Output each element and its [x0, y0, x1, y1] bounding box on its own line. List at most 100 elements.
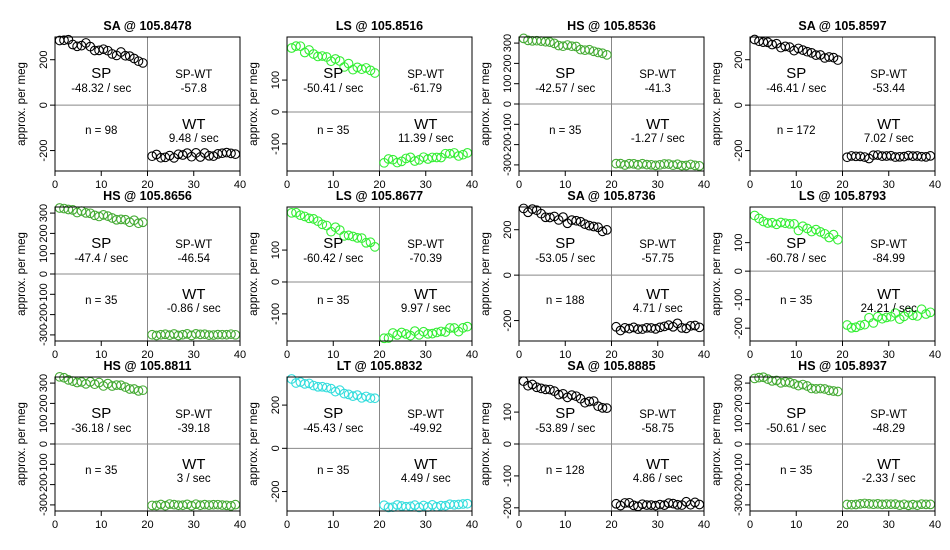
sp-point — [370, 241, 380, 252]
spwt-label: SP-WT — [870, 69, 907, 81]
y-tick-label: 300 — [733, 374, 745, 392]
sp-point — [330, 386, 341, 397]
sp-point — [527, 204, 538, 214]
x-tick-label: 40 — [234, 349, 246, 361]
wt-label: WT — [414, 286, 437, 303]
wt-point — [868, 318, 879, 328]
y-tick-label: -100 — [733, 453, 745, 475]
wt-rate: 4.86 / sec — [633, 473, 683, 485]
x-tick-label: 20 — [605, 349, 617, 361]
sp-label: SP — [555, 405, 575, 422]
y-tick-label: -200 — [733, 140, 745, 162]
x-tick-label: 10 — [327, 349, 339, 361]
x-tick-label: 40 — [698, 519, 710, 531]
n-count: n = 35 — [85, 465, 117, 477]
x-tick-label: 20 — [373, 349, 385, 361]
x-tick-label: 40 — [234, 179, 246, 191]
sp-rate: -47.4 / sec — [74, 253, 128, 265]
panel-6: LS @ 105.8677 0 10 20 30 40 -100 0 100 approx. pe… — [248, 189, 478, 361]
x-tick-label: 10 — [790, 349, 802, 361]
wt-label: WT — [646, 286, 669, 303]
x-tick-label: 0 — [516, 349, 522, 361]
n-count: n = 128 — [546, 465, 585, 477]
wt-point — [409, 156, 420, 166]
wt-label: WT — [646, 456, 669, 473]
wt-point — [444, 148, 455, 159]
spwt-diff: -39.18 — [177, 423, 210, 435]
y-tick-label: -300 — [502, 154, 514, 176]
panel-12: HS @ 105.8937 0 10 20 30 40 -300-200-100 0 100 20… — [711, 359, 941, 531]
spwt-label: SP-WT — [639, 409, 676, 421]
wt-point — [690, 320, 700, 331]
y-tick-label: 0 — [38, 441, 50, 447]
wt-point — [921, 499, 931, 510]
wt-point — [392, 157, 403, 168]
y-tick-label: 0 — [270, 445, 282, 451]
y-axis-label: approx. per meg — [711, 62, 723, 146]
sp-point — [339, 388, 350, 399]
y-tick-label: 0 — [270, 279, 282, 285]
wt-point — [846, 322, 857, 333]
wt-point — [921, 152, 931, 162]
y-tick-label: 0 — [502, 101, 514, 107]
y-tick-label: 300 — [502, 34, 514, 52]
sp-point — [549, 38, 560, 49]
n-count: n = 35 — [317, 125, 349, 137]
spwt-diff: -70.39 — [409, 253, 442, 265]
n-count: n = 35 — [780, 465, 812, 477]
x-tick-label: 20 — [141, 179, 153, 191]
sp-point — [828, 386, 839, 396]
spwt-diff: -84.99 — [872, 253, 905, 265]
wt-rate: 4.49 / sec — [401, 473, 451, 485]
panel-title: HS @ 105.8536 — [567, 19, 656, 33]
sp-point — [304, 378, 315, 389]
n-count: n = 35 — [317, 465, 349, 477]
y-axis-label: approx. per meg — [480, 232, 492, 316]
sp-rate: -50.61 / sec — [766, 423, 826, 435]
x-tick-label: 40 — [929, 179, 941, 191]
y-tick-label: 100 — [733, 415, 745, 433]
sp-point — [133, 386, 144, 396]
y-tick-label: 300 — [38, 374, 50, 392]
y-tick-label: 200 — [38, 394, 50, 412]
y-tick-label: 0 — [502, 272, 514, 278]
panel-11: SA @ 105.8885 0 10 20 30 40 -200 -100 0 100 approx… — [480, 359, 710, 531]
n-count: n = 35 — [85, 295, 117, 307]
y-tick-label: 200 — [38, 51, 50, 69]
y-tick-label: 0 — [270, 109, 282, 115]
wt-point — [436, 326, 446, 337]
y-tick-label: -100 — [502, 113, 514, 135]
panel-title: SA @ 105.8885 — [567, 359, 655, 373]
sp-point — [111, 380, 122, 390]
sp-point — [780, 41, 791, 52]
panel-title: LS @ 105.8516 — [336, 19, 423, 33]
x-tick-label: 20 — [836, 519, 848, 531]
wt-rate: 24.21 / sec — [861, 303, 918, 315]
x-tick-label: 20 — [373, 179, 385, 191]
sp-point — [85, 208, 96, 219]
y-tick-label: 100 — [502, 75, 514, 93]
sp-point — [133, 218, 144, 229]
spwt-label: SP-WT — [870, 409, 907, 421]
sp-point — [317, 51, 328, 61]
sp-point — [797, 45, 808, 55]
x-tick-label: 0 — [52, 349, 58, 361]
x-tick-label: 20 — [373, 519, 385, 531]
x-tick-label: 30 — [188, 349, 200, 361]
sp-point — [59, 35, 69, 46]
x-tick-label: 10 — [790, 179, 802, 191]
wt-point — [401, 329, 411, 339]
spwt-label: SP-WT — [175, 69, 212, 81]
x-tick-label: 10 — [95, 349, 107, 361]
wt-point — [427, 328, 438, 339]
sp-point — [370, 393, 380, 404]
spwt-diff: -58.75 — [641, 423, 674, 435]
wt-rate: 9.97 / sec — [401, 303, 451, 315]
sp-point — [116, 214, 126, 225]
wt-point — [379, 500, 389, 511]
x-tick-label: 30 — [883, 349, 895, 361]
x-tick-label: 30 — [188, 519, 200, 531]
wt-label: WT — [646, 116, 669, 133]
y-axis-label: approx. per meg — [711, 232, 723, 316]
wt-point — [458, 323, 468, 333]
